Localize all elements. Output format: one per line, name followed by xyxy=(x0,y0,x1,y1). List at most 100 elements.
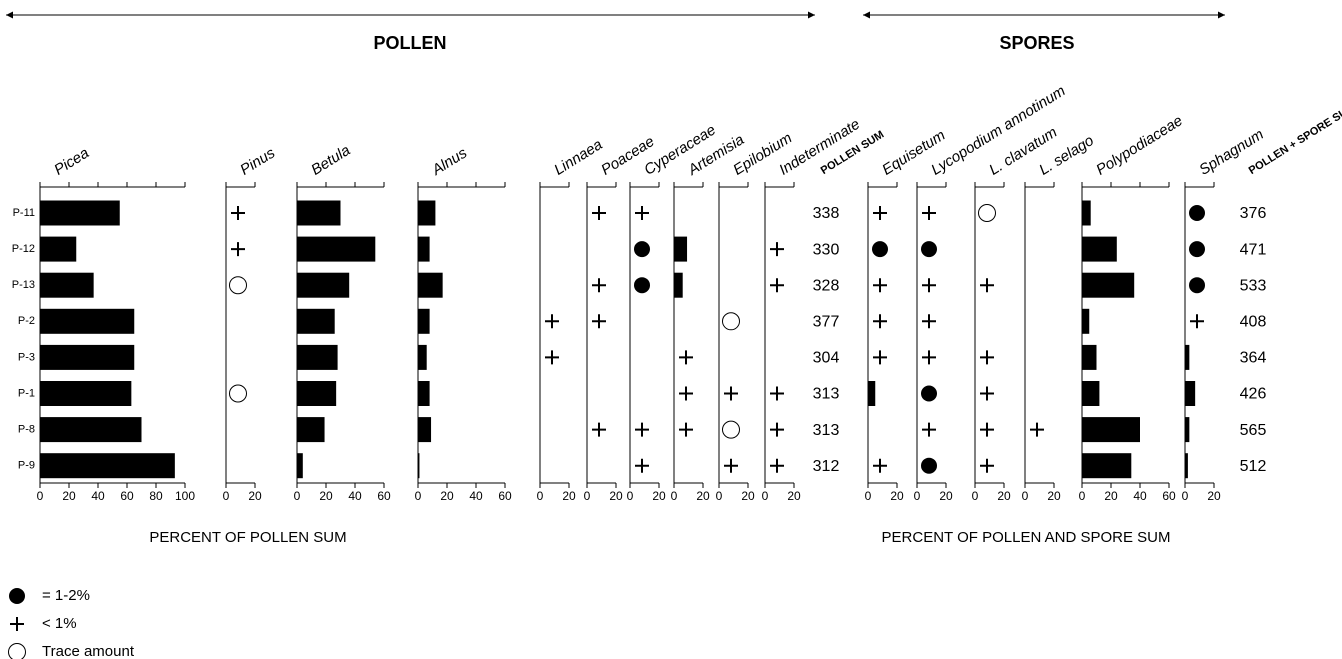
bar xyxy=(418,417,432,443)
plus xyxy=(231,206,245,220)
plus xyxy=(592,206,606,220)
plus xyxy=(980,458,994,473)
sum-value: 377 xyxy=(813,314,840,331)
bar xyxy=(297,236,376,262)
x-tick-label: 0 xyxy=(627,489,634,503)
plus xyxy=(873,314,887,329)
bar xyxy=(1185,453,1188,479)
plus xyxy=(770,422,784,437)
plus xyxy=(679,350,693,365)
bar xyxy=(1082,453,1132,479)
bar xyxy=(40,200,120,226)
sum-value: 330 xyxy=(813,241,840,258)
plus xyxy=(770,386,784,401)
x-tick-label: 0 xyxy=(37,489,44,503)
x-tick-label: 0 xyxy=(294,489,301,503)
bar xyxy=(40,381,132,406)
bar xyxy=(297,272,350,298)
sum-value: 364 xyxy=(1240,350,1267,367)
bar xyxy=(297,344,338,370)
bar xyxy=(1082,236,1117,262)
taxon-label: Pinus xyxy=(237,144,278,179)
bar xyxy=(40,308,135,334)
x-tick-label: 20 xyxy=(741,489,755,503)
taxon-label: Polypodiaceae xyxy=(1093,112,1185,179)
plus xyxy=(724,458,738,473)
x-tick-label: 0 xyxy=(671,489,678,503)
plus xyxy=(922,422,936,437)
bar xyxy=(1082,308,1090,334)
x-tick-label: 0 xyxy=(223,489,230,503)
sample-label: P-2 xyxy=(18,315,35,327)
x-tick-label: 60 xyxy=(377,489,391,503)
bar xyxy=(40,272,94,298)
bar xyxy=(418,308,430,334)
x-tick-label: 20 xyxy=(1104,489,1118,503)
sum-value: 408 xyxy=(1240,314,1267,331)
x-tick-label: 60 xyxy=(498,489,512,503)
x-tick-label: 0 xyxy=(865,489,872,503)
plus xyxy=(770,242,784,257)
x-tick-label: 40 xyxy=(469,489,483,503)
bar xyxy=(1082,381,1100,406)
plus xyxy=(980,278,994,293)
bar xyxy=(1082,344,1097,370)
plus xyxy=(770,278,784,293)
plus xyxy=(592,278,606,293)
sample-label: P-12 xyxy=(12,243,35,255)
x-tick-label: 40 xyxy=(1133,489,1147,503)
open-circle xyxy=(978,204,996,222)
plus xyxy=(545,314,559,329)
plus xyxy=(873,350,887,365)
sample-label: P-9 xyxy=(18,460,35,472)
plus xyxy=(873,458,887,473)
open-circle xyxy=(722,420,740,439)
filled-circle xyxy=(921,385,937,402)
plus xyxy=(231,242,245,257)
taxon-label: Alnus xyxy=(428,144,470,179)
bar xyxy=(297,200,341,226)
x-tick-label: 0 xyxy=(1182,489,1189,503)
x-tick-label: 20 xyxy=(939,489,953,503)
sample-label: P-11 xyxy=(13,207,35,219)
x-axis-label: PERCENT OF POLLEN SUM xyxy=(149,529,346,546)
x-tick-label: 20 xyxy=(319,489,333,503)
bar xyxy=(418,272,443,298)
x-tick-label: 20 xyxy=(440,489,454,503)
group-label: POLLEN xyxy=(373,33,446,53)
sum-value: 376 xyxy=(1240,205,1267,222)
plus xyxy=(922,206,936,220)
bar xyxy=(1185,381,1196,406)
plus xyxy=(980,422,994,437)
filled-circle xyxy=(1189,205,1205,221)
x-tick-label: 20 xyxy=(787,489,801,503)
taxon-label: Betula xyxy=(308,142,353,179)
bar xyxy=(418,200,436,226)
plus xyxy=(635,206,649,220)
plus xyxy=(873,206,887,220)
x-tick-label: 20 xyxy=(997,489,1011,503)
legend-symbol xyxy=(8,643,26,659)
plus xyxy=(1190,314,1204,329)
bar xyxy=(1082,200,1091,226)
bar xyxy=(868,381,876,406)
x-tick-label: 20 xyxy=(609,489,623,503)
x-tick-label: 100 xyxy=(175,489,195,503)
open-circle xyxy=(229,384,247,403)
sample-label: P-13 xyxy=(12,279,35,291)
bar xyxy=(418,381,430,406)
bar xyxy=(1082,272,1135,298)
sample-label: P-1 xyxy=(18,387,35,399)
x-tick-label: 20 xyxy=(248,489,262,503)
x-tick-label: 20 xyxy=(1207,489,1221,503)
taxon-label: Picea xyxy=(51,144,92,178)
sum-value: 338 xyxy=(813,205,840,222)
x-tick-label: 0 xyxy=(914,489,921,503)
sum-value: 328 xyxy=(813,277,840,294)
x-axis-label: PERCENT OF POLLEN AND SPORE SUM xyxy=(882,529,1171,546)
legend-symbol xyxy=(10,617,24,631)
plus xyxy=(592,314,606,329)
plus xyxy=(1030,422,1044,437)
plus xyxy=(635,422,649,437)
